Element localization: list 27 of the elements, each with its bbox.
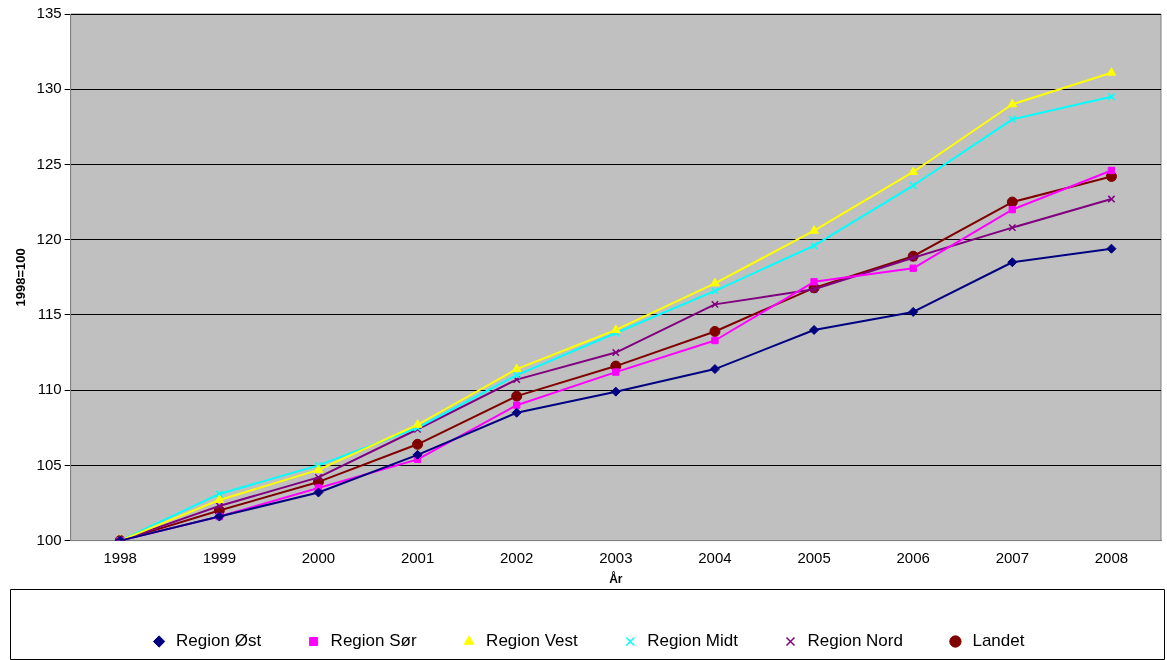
y-tick-label: 130 xyxy=(36,79,62,97)
x-tick-label: 2004 xyxy=(698,548,732,566)
y-tick-label: 105 xyxy=(36,455,62,473)
y-tick-label: 135 xyxy=(36,4,62,22)
y-tick-label: 110 xyxy=(37,380,62,398)
x-tick-label: 2006 xyxy=(896,548,930,566)
legend-label: Region Sør xyxy=(330,631,417,651)
y-tick-label: 100 xyxy=(36,530,62,548)
legend-label: Region Midt xyxy=(647,631,739,651)
x-tick-label: 2003 xyxy=(599,548,633,566)
x-tick-label: 2000 xyxy=(301,548,336,566)
y-axis-title: 1998=100 xyxy=(13,248,29,307)
x-tick-label: 2007 xyxy=(995,548,1029,566)
legend-label: Region Nord xyxy=(807,631,903,651)
y-tick-label: 115 xyxy=(37,305,62,323)
x-tick-label: 2002 xyxy=(500,548,534,566)
x-tick-label: 2001 xyxy=(400,548,435,566)
x-axis-title: År xyxy=(609,571,623,587)
legend-label: Region Vest xyxy=(486,631,579,651)
x-tick-label: 1999 xyxy=(202,548,236,566)
x-tick-label: 2005 xyxy=(797,548,831,566)
legend-label: Region Øst xyxy=(176,631,262,651)
x-tick-label: 2008 xyxy=(1094,548,1129,566)
y-tick-label: 120 xyxy=(36,229,62,247)
x-tick-label: 1998 xyxy=(103,548,137,566)
y-tick-label: 125 xyxy=(36,154,62,172)
legend-label: Landet xyxy=(972,631,1025,651)
